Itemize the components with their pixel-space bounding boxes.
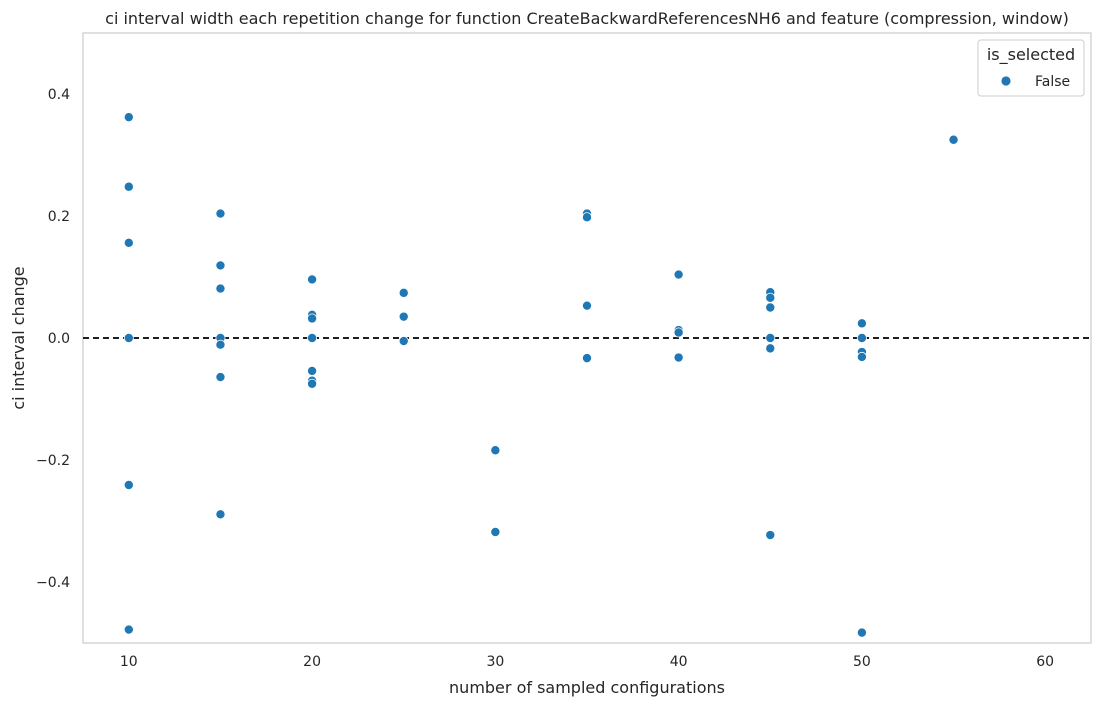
x-tick-labels: 10 20 30 40 50 60 [120,654,1054,670]
data-point [398,287,409,298]
data-point [856,318,867,329]
data-point [582,212,593,223]
x-tick-label: 10 [120,654,138,670]
data-point [215,372,226,383]
data-point [215,260,226,271]
data-point [123,181,134,192]
data-point [398,336,409,347]
data-point [215,339,226,350]
x-tick-label: 20 [303,654,321,670]
data-point [582,300,593,311]
x-tick-label: 50 [853,654,871,670]
data-point [307,378,318,389]
data-point [582,353,593,364]
chart-title: ci interval width each repetition change… [105,9,1069,28]
y-tick-label: 0.4 [48,87,70,103]
data-point [307,332,318,343]
y-axis-label: ci interval change [9,266,28,409]
data-point [123,624,134,635]
y-tick-label: 0.0 [48,331,70,347]
y-tick-label: 0.2 [48,209,70,225]
x-tick-label: 30 [486,654,504,670]
data-point [490,445,501,456]
data-point [765,302,776,313]
data-point [123,237,134,248]
legend-title: is_selected [987,45,1075,65]
data-point [673,352,684,363]
y-tick-label: −0.2 [36,453,70,469]
data-point [123,112,134,123]
x-axis-label: number of sampled configurations [449,678,725,697]
data-point [765,332,776,343]
data-point [215,283,226,294]
data-point [673,269,684,280]
data-point [765,530,776,541]
data-point [215,509,226,520]
data-point [765,343,776,354]
data-point [123,332,134,343]
legend-marker [1000,75,1012,87]
data-point [123,480,134,491]
data-points [123,112,959,638]
data-point [307,274,318,285]
x-tick-label: 40 [670,654,688,670]
legend-label-false: False [1035,74,1070,90]
y-tick-labels: −0.4 −0.2 0.0 0.2 0.4 [36,87,70,591]
data-point [490,526,501,537]
data-point [673,327,684,338]
data-point [215,208,226,219]
data-point [856,332,867,343]
x-tick-label: 60 [1036,654,1054,670]
data-point [856,627,867,638]
legend: is_selected False [977,39,1085,97]
data-point [765,292,776,303]
y-tick-label: −0.4 [36,575,70,591]
data-point [856,351,867,362]
data-point [398,311,409,322]
data-point [307,313,318,324]
data-point [948,134,959,145]
data-point [307,365,318,376]
